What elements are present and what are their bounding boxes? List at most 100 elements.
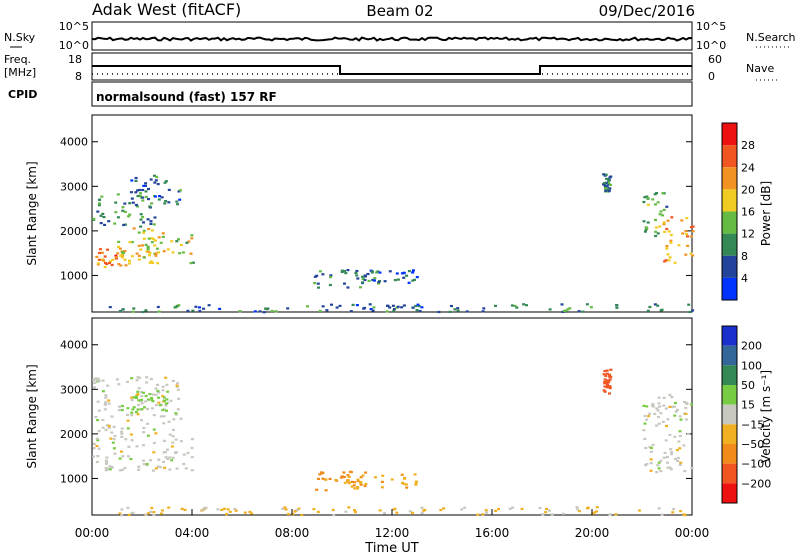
data-cell — [119, 264, 123, 267]
data-cell — [607, 380, 611, 383]
data-cell — [602, 182, 606, 185]
data-cell — [669, 468, 673, 471]
data-cell — [171, 251, 175, 254]
data-cell — [134, 179, 138, 182]
data-cell — [150, 237, 154, 240]
data-region — [662, 216, 695, 264]
data-cell — [141, 310, 145, 314]
data-cell — [450, 304, 453, 308]
data-cell — [146, 434, 150, 437]
data-cell — [651, 198, 655, 201]
data-cell — [130, 414, 134, 417]
data-cell — [405, 486, 409, 489]
data-cell — [666, 466, 670, 469]
data-cell — [577, 510, 581, 513]
data-cell — [645, 195, 649, 198]
data-cell — [340, 475, 344, 478]
data-cell — [654, 230, 658, 233]
data-cell — [107, 468, 111, 471]
data-cell — [395, 511, 399, 514]
data-cell — [176, 203, 180, 206]
data-cell — [153, 174, 156, 177]
data-cell — [603, 378, 607, 381]
data-cell — [390, 478, 394, 481]
data-cell — [547, 509, 551, 512]
data-cell — [130, 377, 134, 380]
data-cell — [343, 270, 346, 273]
data-cell — [136, 376, 140, 379]
data-cell — [548, 308, 552, 311]
data-cell — [142, 256, 146, 259]
data-cell — [605, 177, 609, 180]
data-cell — [678, 463, 682, 466]
data-cell — [112, 447, 116, 450]
data-cell — [168, 468, 172, 471]
cpid-text: normalsound (fast) 157 RF — [96, 90, 277, 104]
data-cell — [661, 214, 665, 217]
data-cell — [151, 407, 155, 410]
data-cell — [116, 252, 120, 255]
data-cell — [690, 226, 693, 229]
data-cell — [131, 201, 135, 204]
data-cell — [128, 241, 132, 244]
data-cell — [139, 400, 143, 403]
colorbar-tick-label: 100 — [741, 359, 762, 372]
data-cell — [167, 188, 171, 191]
data-cell — [656, 409, 660, 412]
data-cell — [662, 456, 666, 459]
data-cell — [377, 281, 381, 284]
data-cell — [162, 451, 166, 454]
data-cell — [190, 438, 194, 441]
data-cell — [643, 437, 647, 440]
data-cell — [163, 399, 166, 402]
data-cell — [99, 214, 103, 217]
data-cell — [184, 467, 188, 470]
data-cell — [128, 213, 132, 216]
data-cell — [355, 304, 359, 307]
data-cell — [137, 465, 141, 468]
data-cell — [330, 303, 333, 306]
nave-label: Nave — [746, 62, 774, 75]
data-cell — [418, 310, 422, 313]
data-cell — [645, 418, 648, 421]
data-cell — [603, 184, 607, 188]
data-region — [117, 227, 165, 267]
frequency-trace — [92, 65, 692, 75]
colorbar-segment — [722, 424, 737, 444]
colorbar-tick-label: 8 — [741, 250, 748, 263]
colorbar-tick-label: 24 — [741, 161, 755, 174]
data-cell — [673, 405, 676, 408]
data-cell — [140, 398, 144, 401]
data-cell — [95, 444, 99, 448]
plot-area — [91, 114, 693, 313]
data-cell — [604, 189, 608, 192]
data-cell — [154, 252, 158, 255]
velocity-panel: 4000 3000 2000 1000 Slant Range [km] 200 100 50… — [25, 317, 773, 517]
data-cell — [683, 401, 687, 404]
data-cell — [103, 255, 107, 258]
data-cell — [494, 304, 497, 307]
data-cell — [344, 272, 348, 275]
data-cell — [98, 202, 101, 205]
data-cell — [340, 269, 344, 272]
data-cell — [120, 409, 124, 412]
data-cell — [515, 306, 519, 309]
data-cell — [136, 189, 140, 192]
data-cell — [602, 389, 606, 392]
data-cell — [113, 452, 117, 455]
data-cell — [121, 308, 125, 311]
data-cell — [103, 408, 107, 411]
nsky-label: N.Sky — [4, 31, 36, 44]
data-cell — [691, 254, 695, 257]
data-cell — [152, 223, 156, 226]
data-region — [602, 173, 613, 193]
data-cell — [126, 413, 129, 416]
data-cell — [95, 437, 99, 440]
data-cell — [602, 183, 605, 186]
data-cell — [649, 450, 653, 453]
data-cell — [233, 507, 237, 510]
data-cell — [568, 307, 572, 310]
data-cell — [321, 305, 325, 308]
data-cell — [112, 425, 116, 428]
data-cell — [643, 196, 647, 199]
